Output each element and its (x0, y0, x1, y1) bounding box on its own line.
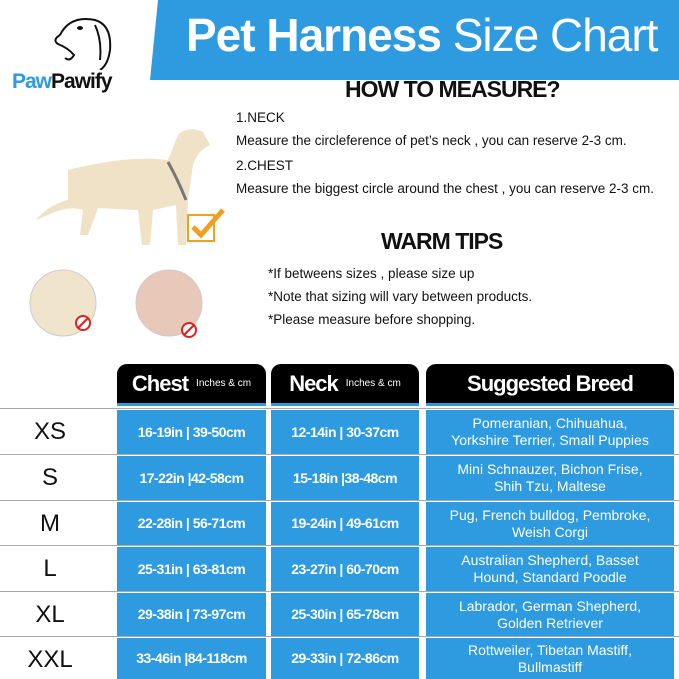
tip-item: *If betweens sizes , please size up (268, 266, 475, 281)
chest-cell: 33-46in |84-118cm (117, 638, 266, 679)
how-to-measure-heading: HOW TO MEASURE? (345, 76, 561, 102)
size-label: M (40, 510, 60, 537)
neck-cell: 15-18in |38-48cm (271, 456, 419, 500)
row-divider (0, 500, 679, 501)
neck-cell: 23-27in | 60-70cm (271, 547, 419, 591)
row-divider (0, 636, 679, 637)
tip-item: *Please measure before shopping. (268, 312, 476, 327)
breed-cell: Pomeranian, Chihuahua, Yorkshire Terrier… (426, 410, 674, 454)
row-divider (0, 545, 679, 546)
size-label: XL (35, 601, 65, 628)
wrong-chest-photo (135, 269, 203, 338)
chest-cell: 17-22in |42-58cm (117, 456, 266, 500)
row-divider (0, 454, 679, 455)
size-label: XXL (27, 646, 73, 673)
breed-cell: Labrador, German Shepherd, Golden Retrie… (426, 593, 674, 636)
chest-cell: 16-19in | 39-50cm (117, 410, 266, 454)
title-banner: Pet Harness Size Chart (150, 0, 679, 80)
neck-header: Neck Inches & cm (271, 364, 419, 406)
neck-cell: 12-14in | 30-37cm (271, 410, 419, 454)
chest-cell: 22-28in | 56-71cm (117, 502, 266, 545)
neck-text: Measure the circleference of pet’s neck … (236, 133, 627, 148)
neck-label: 1.NECK (236, 110, 285, 125)
chest-cell: 25-31in | 63-81cm (117, 547, 266, 591)
breed-cell: Australian Shepherd, Basset Hound, Stand… (426, 547, 674, 591)
size-label: S (41, 464, 58, 491)
breed-header: Suggested Breed (426, 364, 674, 406)
page-title: Pet Harness Size Chart (186, 9, 658, 61)
warm-tips-heading: WARM TIPS (381, 228, 503, 254)
dog-logo-icon (54, 18, 112, 70)
neck-cell: 25-30in | 65-78cm (271, 593, 419, 636)
row-divider (0, 408, 679, 409)
breed-cell: Mini Schnauzer, Bichon Frise, Shih Tzu, … (426, 456, 674, 500)
row-divider (0, 591, 679, 592)
brand-name: PawPawify (12, 70, 113, 93)
size-label: L (43, 555, 57, 582)
neck-cell: 29-33in | 72-86cm (271, 638, 419, 679)
chest-text: Measure the biggest circle around the ch… (236, 181, 654, 196)
wrong-neck-photo (29, 269, 97, 337)
neck-cell: 19-24in | 49-61cm (271, 502, 419, 545)
size-label: XS (33, 418, 66, 445)
brand-logo: PawPawify (10, 10, 125, 95)
tip-item: *Note that sizing will vary between prod… (268, 289, 533, 304)
chest-header: Chest Inches & cm (117, 364, 266, 406)
check-icon (187, 208, 225, 242)
dog-photo (36, 129, 210, 245)
chest-label: 2.CHEST (236, 158, 294, 173)
chest-cell: 29-38in | 73-97cm (117, 593, 266, 636)
breed-cell: Pug, French bulldog, Pembroke, Weish Cor… (426, 502, 674, 545)
breed-cell: Rottweiler, Tibetan Mastiff, Bullmastiff (426, 638, 674, 679)
